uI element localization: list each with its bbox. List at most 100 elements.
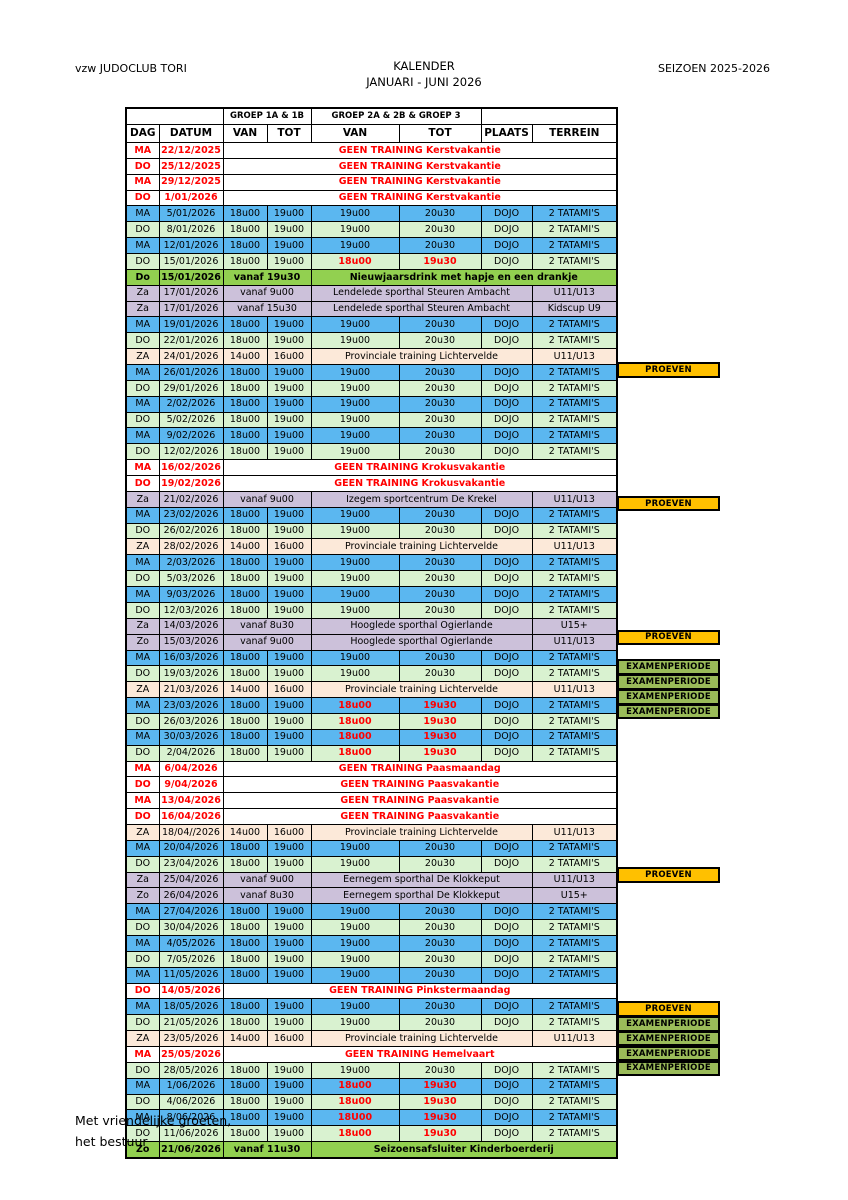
date-cell: 21/06/2026 bbox=[158, 1141, 224, 1159]
day-cell: MA bbox=[125, 697, 160, 714]
table-row: MA 16/03/2026 18u00 19u00 19u00 20u30 DOJO 2 TA… bbox=[125, 649, 618, 667]
table-row: Zo 26/04/2026 vanaf 8u30 Eernegem sporthal … bbox=[125, 887, 618, 905]
plaats-cell: DOJO bbox=[480, 570, 533, 588]
day-cell: DO bbox=[125, 712, 160, 730]
date-cell: 14/05/2026 bbox=[158, 982, 224, 1000]
no-training-message: GEEN TRAINING Kerstvakantie bbox=[222, 157, 618, 175]
day-cell: MA bbox=[125, 205, 160, 223]
date-cell: 26/04/2026 bbox=[158, 887, 224, 905]
tot-group1-cell: 19u00 bbox=[266, 601, 312, 619]
table-row: DO 1/01/2026 GEEN TRAINING Kerstvakantie bbox=[125, 189, 618, 207]
date-cell: 2/03/2026 bbox=[158, 554, 224, 572]
date-cell: 6/04/2026 bbox=[158, 760, 224, 778]
day-cell: DO bbox=[125, 221, 160, 239]
tot-group1-cell: 19u00 bbox=[266, 570, 312, 588]
van-group1-cell: 18u00 bbox=[222, 712, 268, 730]
date-cell: 26/02/2026 bbox=[158, 522, 224, 540]
proeven-badge: PROEVEN bbox=[617, 495, 720, 512]
table-row: DAG DATUM VAN TOT VAN TOT PLAATS TERREIN bbox=[125, 124, 618, 143]
tot-group1-cell: 16u00 bbox=[266, 1030, 312, 1047]
date-cell: 21/02/2026 bbox=[158, 490, 224, 508]
date-cell: 1/01/2026 bbox=[158, 189, 224, 207]
van-group2-cell: 18u00 bbox=[310, 697, 400, 714]
table-row: DO 19/02/2026 GEEN TRAINING Krokusvakantie bbox=[125, 475, 618, 492]
terrein-cell: 2 TATAMI'S bbox=[531, 506, 618, 524]
day-cell: ZA bbox=[125, 681, 160, 699]
table-row: MA 25/05/2026 GEEN TRAINING Hemelvaart bbox=[125, 1045, 618, 1063]
event-text-cell: Nieuwjaarsdrink met hapje en een drankje bbox=[310, 268, 618, 286]
van-group2-cell: 19u00 bbox=[310, 411, 400, 429]
day-cell: DO bbox=[125, 665, 160, 683]
terrein-cell: 2 TATAMI'S bbox=[531, 919, 618, 936]
day-cell: DO bbox=[125, 601, 160, 619]
van-group2-cell: 19u00 bbox=[310, 586, 400, 603]
tot-group2-cell: 19u30 bbox=[398, 1077, 482, 1095]
van-group2-cell: 19u00 bbox=[310, 316, 400, 334]
day-cell: DO bbox=[125, 950, 160, 968]
table-row: DO 11/06/2026 18u00 19u00 18u00 19u30 DOJO 2 TA… bbox=[125, 1125, 618, 1143]
van-group1-cell: 18u00 bbox=[222, 554, 268, 572]
time-cell: vanaf 15u30 bbox=[222, 300, 312, 318]
proeven-badge: PROEVEN bbox=[617, 629, 720, 646]
van-group1-cell: 18u00 bbox=[222, 1061, 268, 1079]
day-cell: MA bbox=[125, 998, 160, 1016]
day-cell: Zo bbox=[125, 887, 160, 905]
tot-group2-cell: 20u30 bbox=[398, 570, 482, 588]
place-cell: Hooglede sporthal Ogierlande bbox=[310, 633, 533, 651]
tot-group2-cell: 19u30 bbox=[398, 253, 482, 270]
table-row: ZA 28/02/2026 14u00 16u00 Provinciale traini… bbox=[125, 538, 618, 556]
date-cell: 30/04/2026 bbox=[158, 919, 224, 936]
date-cell: 24/01/2026 bbox=[158, 348, 224, 366]
tot-group1-cell: 19u00 bbox=[266, 205, 312, 223]
tot-group2-cell: 20u30 bbox=[398, 395, 482, 413]
van-group1-cell: 18u00 bbox=[222, 411, 268, 429]
tot-group1-cell: 19u00 bbox=[266, 427, 312, 445]
column-header-dag: DAG bbox=[125, 124, 160, 143]
van-group1-cell: 18u00 bbox=[222, 998, 268, 1016]
terrein-cell: 2 TATAMI'S bbox=[531, 427, 618, 445]
van-group1-cell: 18u00 bbox=[222, 427, 268, 445]
terrein-cell: 2 TATAMI'S bbox=[531, 966, 618, 984]
date-cell: 21/05/2026 bbox=[158, 1014, 224, 1032]
no-training-message: GEEN TRAINING Paasvakantie bbox=[222, 808, 618, 825]
van-group2-cell: 18u00 bbox=[310, 744, 400, 762]
date-cell: 17/01/2026 bbox=[158, 284, 224, 302]
tot-group1-cell: 19u00 bbox=[266, 522, 312, 540]
van-group1-cell: 18u00 bbox=[222, 316, 268, 334]
date-cell: 4/06/2026 bbox=[158, 1093, 224, 1111]
plaats-cell: DOJO bbox=[480, 395, 533, 413]
day-cell: DO bbox=[125, 379, 160, 397]
day-cell: ZA bbox=[125, 1030, 160, 1047]
tot-group1-cell: 19u00 bbox=[266, 1014, 312, 1032]
van-group1-cell: 18u00 bbox=[222, 364, 268, 381]
van-group1-cell: 18u00 bbox=[222, 253, 268, 270]
place-cell: Hooglede sporthal Ogierlande bbox=[310, 617, 533, 635]
table-row: MA 6/04/2026 GEEN TRAINING Paasmaandag bbox=[125, 760, 618, 778]
proeven-badge: PROEVEN bbox=[617, 362, 720, 378]
day-cell: MA bbox=[125, 173, 160, 191]
day-cell: MA bbox=[125, 839, 160, 857]
van-group1-cell: 18u00 bbox=[222, 205, 268, 223]
examenperiode-badge: EXAMENPERIODE bbox=[617, 1045, 720, 1062]
tot-group2-cell: 19u30 bbox=[398, 728, 482, 746]
plaats-cell: DOJO bbox=[480, 221, 533, 239]
tot-group1-cell: 19u00 bbox=[266, 1061, 312, 1079]
day-cell: MA bbox=[125, 1045, 160, 1063]
closing-line-1: Met vriendelijke groeten, bbox=[75, 1113, 232, 1128]
terrein-cell: 2 TATAMI'S bbox=[531, 1109, 618, 1127]
table-row: DO 26/03/2026 18u00 19u00 18u00 19u30 DOJO 2 TA… bbox=[125, 712, 618, 730]
season-label: SEIZOEN 2025-2026 bbox=[657, 62, 770, 75]
day-cell: MA bbox=[125, 237, 160, 255]
van-group2-cell: 19u00 bbox=[310, 903, 400, 921]
table-row: MA 1/06/2026 18u00 19u00 18u00 19u30 DOJO 2 TAT… bbox=[125, 1077, 618, 1095]
date-cell: 15/01/2026 bbox=[158, 253, 224, 270]
tot-group1-cell: 19u00 bbox=[266, 253, 312, 270]
category-cell: Kidscup U9 bbox=[531, 300, 618, 318]
plaats-cell: DOJO bbox=[480, 554, 533, 572]
time-cell: vanaf 9u00 bbox=[222, 490, 312, 508]
van-group2-cell: 18u00 bbox=[310, 1077, 400, 1095]
time-cell: vanaf 19u30 bbox=[222, 268, 312, 286]
table-row: MA 27/04/2026 18u00 19u00 19u00 20u30 DOJO 2 TA… bbox=[125, 903, 618, 921]
plaats-cell: DOJO bbox=[480, 712, 533, 730]
table-row: ZA 23/05/2026 14u00 16u00 Provinciale traini… bbox=[125, 1030, 618, 1047]
